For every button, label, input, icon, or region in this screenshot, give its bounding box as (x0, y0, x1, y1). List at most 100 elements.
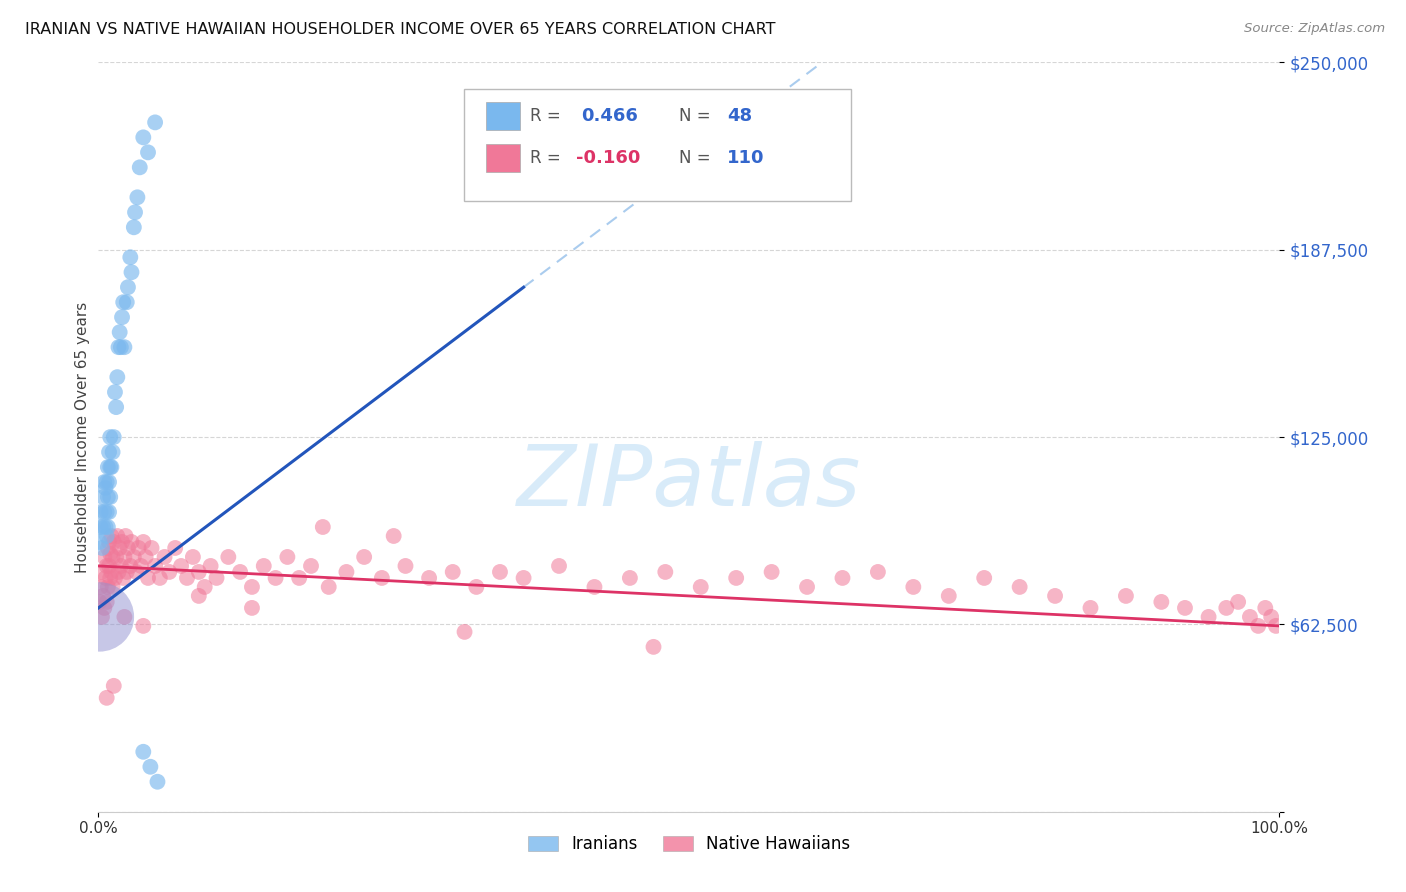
Point (725, 571, 748, 585)
Point (129, 558, 152, 573)
Point (187, 565, 209, 579)
Point (96, 505, 118, 519)
Point (1254, 601, 1277, 615)
Point (91, 490, 114, 504)
Point (96, 595, 118, 609)
Point (96, 529, 118, 543)
Point (96, 690, 118, 705)
Point (98, 547, 121, 561)
Point (253, 558, 276, 573)
Point (136, 145, 159, 160)
Point (761, 565, 783, 579)
Point (143, 558, 166, 573)
Point (98, 558, 121, 573)
Point (90, 505, 112, 519)
Point (108, 325, 131, 339)
Point (382, 529, 405, 543)
Point (91, 565, 114, 579)
Point (97, 520, 120, 534)
Point (101, 445, 124, 459)
Point (139, 760, 162, 774)
Point (112, 295, 135, 310)
Point (105, 529, 128, 543)
Point (1260, 610, 1282, 624)
Text: Source: ZipAtlas.com: Source: ZipAtlas.com (1244, 22, 1385, 36)
Point (276, 549, 298, 564)
Point (112, 571, 135, 585)
Point (97, 490, 120, 504)
Point (100, 529, 122, 543)
Point (141, 541, 163, 555)
Point (93, 475, 115, 489)
Point (1115, 589, 1137, 603)
Point (107, 565, 129, 579)
Point (371, 571, 394, 585)
Point (91, 610, 114, 624)
Point (93, 601, 115, 615)
Point (1215, 601, 1237, 615)
Point (122, 549, 145, 564)
Point (170, 558, 193, 573)
Point (643, 640, 665, 654)
Point (124, 205, 146, 219)
Point (98, 445, 121, 459)
Point (111, 535, 134, 549)
Point (110, 558, 132, 573)
Point (128, 161, 150, 175)
Point (96, 558, 118, 573)
Point (229, 565, 252, 579)
Point (91, 541, 114, 555)
Point (1239, 610, 1261, 624)
Point (489, 565, 512, 579)
Point (125, 565, 148, 579)
Point (796, 580, 818, 594)
Point (89, 535, 111, 549)
Point (105, 370, 128, 384)
Point (938, 589, 960, 603)
Text: N =: N = (679, 107, 716, 125)
Point (89, 595, 111, 609)
Point (112, 340, 135, 354)
Text: R =: R = (530, 107, 567, 125)
Point (1080, 601, 1102, 615)
Point (122, 220, 145, 235)
Point (115, 295, 138, 310)
Point (165, 541, 187, 555)
Point (548, 558, 571, 573)
Point (91, 520, 114, 534)
Point (104, 571, 127, 585)
Point (110, 340, 132, 354)
Point (205, 571, 228, 585)
Y-axis label: Householder Income Over 65 years: Householder Income Over 65 years (75, 301, 90, 573)
Point (1174, 601, 1197, 615)
Point (288, 571, 311, 585)
Point (108, 541, 131, 555)
Point (1198, 610, 1220, 624)
Point (312, 520, 335, 534)
Point (135, 549, 157, 564)
Point (654, 565, 676, 579)
Point (121, 265, 143, 279)
Point (114, 529, 136, 543)
Point (94, 481, 117, 495)
Text: IRANIAN VS NATIVE HAWAIIAN HOUSEHOLDER INCOME OVER 65 YEARS CORRELATION CHART: IRANIAN VS NATIVE HAWAIIAN HOUSEHOLDER I… (25, 22, 776, 37)
Point (98, 490, 121, 504)
Point (1247, 619, 1270, 633)
Point (181, 549, 204, 564)
Point (98, 475, 121, 489)
Point (120, 250, 142, 264)
Point (103, 535, 125, 549)
Text: 48: 48 (727, 107, 752, 125)
Point (453, 624, 475, 639)
Point (132, 619, 155, 633)
Point (264, 571, 287, 585)
Point (418, 571, 440, 585)
Point (111, 310, 134, 325)
Point (335, 565, 357, 579)
Point (93, 549, 115, 564)
Point (1150, 595, 1173, 609)
Point (132, 130, 155, 145)
Text: 0.466: 0.466 (581, 107, 637, 125)
Point (105, 400, 128, 414)
Point (143, 115, 166, 129)
